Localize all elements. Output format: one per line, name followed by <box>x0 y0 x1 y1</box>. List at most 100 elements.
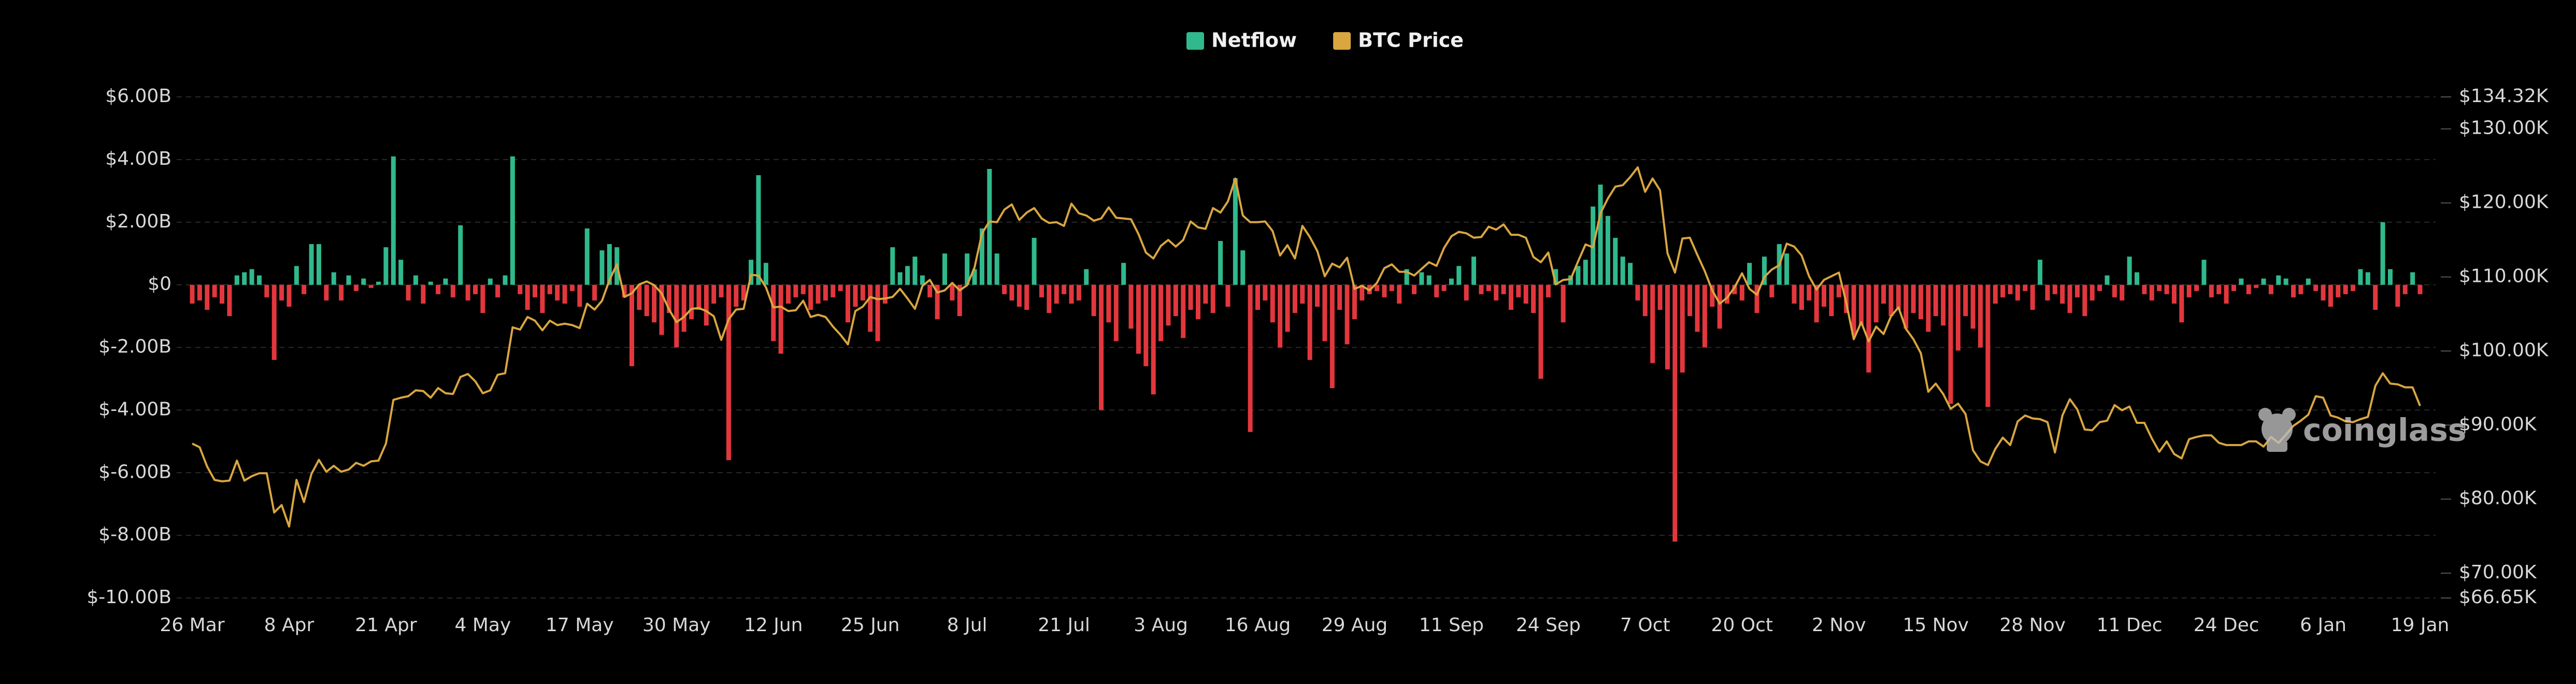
bar <box>1344 284 1350 345</box>
bar <box>1873 284 1879 323</box>
bar <box>533 284 538 297</box>
bar <box>882 284 888 304</box>
bar <box>584 228 590 285</box>
bar <box>1307 284 1312 360</box>
bar <box>1084 269 1089 285</box>
bar <box>1747 263 1752 285</box>
bar <box>1359 284 1365 301</box>
bar <box>473 284 478 294</box>
bar <box>1128 284 1134 329</box>
bar <box>1642 284 1648 317</box>
bar <box>942 253 948 285</box>
bar <box>1814 284 1819 323</box>
bar <box>1605 216 1610 285</box>
bar <box>950 284 955 301</box>
bar <box>2157 284 2162 291</box>
bar <box>391 156 396 285</box>
x-tick-label: 28 Nov <box>1999 615 2066 636</box>
bar <box>242 272 247 285</box>
bar <box>1158 284 1164 341</box>
bar <box>1561 284 1566 323</box>
bar <box>256 275 262 285</box>
bar <box>205 284 210 310</box>
bar <box>190 284 195 304</box>
bar <box>2090 284 2095 301</box>
bar <box>800 284 806 294</box>
bar <box>309 244 314 285</box>
bar <box>793 284 798 297</box>
bar <box>1143 284 1149 366</box>
bar <box>659 284 664 335</box>
bar <box>2149 284 2154 301</box>
bar <box>741 284 746 301</box>
bar <box>808 284 813 310</box>
bar <box>1851 284 1856 335</box>
bar <box>1725 284 1730 304</box>
bar <box>2105 275 2110 285</box>
bar <box>711 284 717 304</box>
bar <box>1352 284 1357 320</box>
bar <box>1375 284 1380 291</box>
bar <box>1978 284 1983 348</box>
bar <box>2306 278 2311 285</box>
bar <box>2410 272 2415 285</box>
bar <box>287 284 292 307</box>
bar <box>1486 284 1491 291</box>
bar <box>1397 284 1402 304</box>
bar <box>1069 284 1074 304</box>
bar <box>331 272 336 285</box>
bar <box>294 266 299 285</box>
bar <box>1717 284 1722 329</box>
bar <box>368 284 374 288</box>
bar <box>987 169 992 285</box>
bar <box>935 284 940 320</box>
bar <box>1329 284 1335 389</box>
bar <box>562 284 567 304</box>
bar <box>838 284 843 291</box>
bar <box>2112 284 2117 297</box>
watermark-icon <box>2258 408 2272 421</box>
bar <box>1672 284 1678 542</box>
bar <box>2127 256 2132 285</box>
bar <box>2373 284 2378 310</box>
bar <box>1389 284 1394 291</box>
bar <box>652 284 657 323</box>
bar <box>227 284 232 317</box>
bar <box>465 284 470 301</box>
y-tick-label: $2.00B <box>105 211 171 232</box>
bar <box>406 284 411 301</box>
x-tick-label: 11 Sep <box>1419 615 1484 636</box>
bar <box>1300 284 1305 304</box>
bar <box>1970 284 1976 329</box>
bar <box>1858 284 1864 326</box>
bar <box>2321 284 2326 301</box>
bar <box>1702 284 1707 348</box>
bar <box>2164 284 2169 294</box>
bar <box>1576 266 1581 285</box>
bar <box>1695 284 1700 332</box>
bar <box>383 247 389 285</box>
bar <box>376 281 381 285</box>
bar <box>518 284 523 294</box>
bar <box>1248 284 1253 432</box>
bar <box>264 284 269 297</box>
bar <box>1113 284 1119 341</box>
bar <box>1754 284 1759 314</box>
bar <box>1479 284 1484 294</box>
bar <box>339 284 344 301</box>
bar <box>1449 278 1454 285</box>
bar <box>972 269 977 285</box>
x-tick-label: 3 Aug <box>1134 615 1188 636</box>
bar <box>234 275 239 285</box>
x-tick-label: 7 Oct <box>1620 615 1670 636</box>
bar <box>569 284 575 291</box>
bar <box>443 278 448 285</box>
bar <box>2380 222 2385 285</box>
bar <box>2365 272 2370 285</box>
bar <box>957 284 962 317</box>
bar <box>2417 284 2423 294</box>
bar <box>1628 263 1633 285</box>
bar <box>763 263 768 285</box>
bar <box>413 275 418 285</box>
